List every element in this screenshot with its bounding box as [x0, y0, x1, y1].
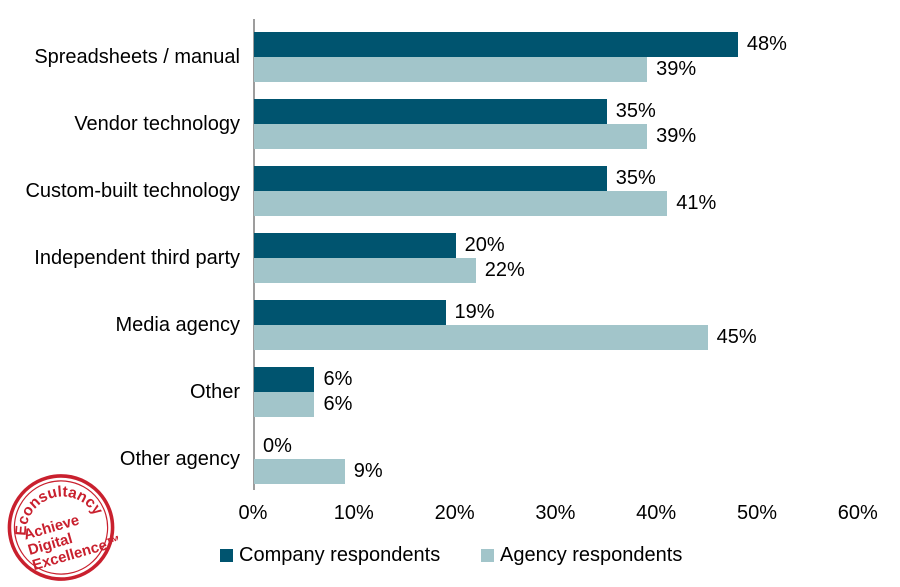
legend-swatch — [220, 548, 233, 562]
category-label: Independent third party — [34, 246, 240, 269]
logo-outer-ring — [7, 474, 115, 581]
value-label: 45% — [716, 326, 757, 348]
x-tick-label: 40% — [636, 502, 677, 524]
bar-company — [254, 32, 738, 57]
value-label: 6% — [323, 368, 353, 390]
bar-company — [254, 99, 607, 124]
category-label: Other agency — [119, 447, 240, 470]
category-label: Custom-built technology — [25, 179, 240, 202]
bar-agency — [254, 57, 648, 82]
bar-company — [254, 367, 315, 392]
bar-company — [254, 166, 607, 191]
value-label: 0% — [263, 435, 292, 457]
value-label: 35% — [615, 100, 656, 122]
x-tick-label: 20% — [434, 502, 475, 524]
x-tick-label: 0% — [238, 502, 268, 524]
value-label: 6% — [323, 393, 353, 415]
value-label: 20% — [464, 234, 505, 256]
bar-agency — [254, 191, 668, 216]
category-label: Media agency — [115, 313, 240, 336]
category-label: Spreadsheets / manual — [34, 45, 240, 68]
category-label: Other — [189, 380, 240, 403]
legend-item-agency: Agency respondents — [481, 543, 682, 567]
value-label: 39% — [656, 125, 697, 147]
bar-company — [254, 300, 446, 325]
bar-agency — [254, 325, 708, 350]
x-tick-label: 50% — [736, 502, 778, 524]
bar-agency — [254, 392, 315, 417]
category-label: Vendor technology — [74, 112, 240, 135]
value-label: 48% — [746, 33, 787, 55]
value-label: 35% — [615, 167, 656, 189]
logo-inner-ring — [13, 480, 109, 575]
x-tick-label: 30% — [535, 502, 576, 524]
legend-item-company: Company respondents — [220, 543, 440, 567]
value-label: 22% — [484, 259, 525, 281]
x-tick-label: 60% — [837, 502, 878, 524]
value-label: 9% — [353, 460, 383, 482]
x-tick-label: 10% — [333, 502, 374, 524]
value-label: 41% — [676, 192, 717, 214]
bar-company — [254, 233, 456, 258]
value-label: 19% — [454, 301, 495, 323]
bar-agency — [254, 124, 648, 149]
econsultancy-logo: Econsultancy Achieve Digital Excellence™ — [4, 472, 118, 581]
legend-label: Agency respondents — [500, 543, 683, 566]
bar-agency — [254, 459, 345, 484]
value-label: 39% — [656, 58, 697, 80]
bar-agency — [254, 258, 476, 283]
legend-label: Company respondents — [239, 543, 441, 566]
legend-swatch — [481, 548, 494, 562]
